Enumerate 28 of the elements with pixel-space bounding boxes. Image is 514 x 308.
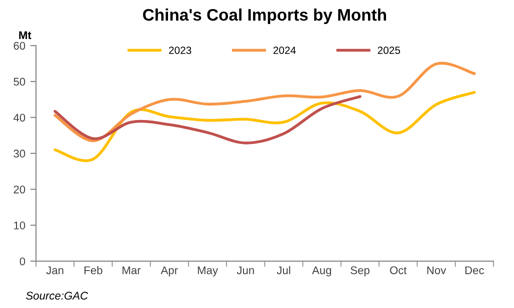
legend-label: 2023 xyxy=(169,46,192,54)
x-tick-label: Feb xyxy=(84,266,102,274)
legend-label: 2024 xyxy=(273,46,296,54)
source-note: Source:GAC xyxy=(26,292,88,300)
y-tick-label: 50 xyxy=(14,78,26,86)
y-tick-label: 60 xyxy=(14,42,26,50)
y-axis-title: Mt xyxy=(19,31,32,40)
x-tick-label: Jun xyxy=(236,266,254,274)
y-tick-label: 20 xyxy=(14,186,26,194)
chart-title: China's Coal Imports by Month xyxy=(143,8,386,24)
x-tick-label: Aug xyxy=(312,266,332,276)
x-tick-label: Sep xyxy=(350,266,370,276)
x-tick-label: Jul xyxy=(276,266,290,274)
x-tick-label: Nov xyxy=(427,266,446,274)
x-tick-label: May xyxy=(198,266,218,276)
x-tick-label: Mar xyxy=(122,266,141,274)
x-tick-label: Jan xyxy=(46,266,64,274)
line-series xyxy=(54,95,362,144)
x-tick-label: Dec xyxy=(465,266,484,274)
x-tick-label: Oct xyxy=(390,266,407,274)
x-tick-label: Apr xyxy=(160,266,178,276)
line-series xyxy=(54,62,476,142)
legend-label: 2025 xyxy=(378,46,400,54)
y-tick-label: 0 xyxy=(20,257,26,266)
y-tick-label: 10 xyxy=(14,222,26,230)
line-series xyxy=(54,90,476,162)
y-tick-label: 40 xyxy=(13,114,26,122)
y-tick-label: 30 xyxy=(14,150,26,158)
